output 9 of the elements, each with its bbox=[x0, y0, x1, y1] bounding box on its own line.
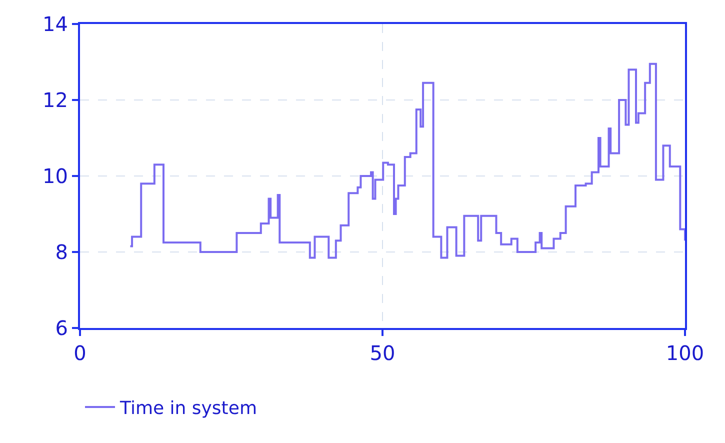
y-tick-label: 8 bbox=[55, 240, 68, 264]
x-tick-label: 0 bbox=[74, 341, 86, 365]
y-tick-label: 6 bbox=[55, 316, 68, 340]
x-tick-label: 100 bbox=[666, 341, 704, 365]
y-tick-label: 10 bbox=[42, 164, 68, 188]
legend-label: Time in system bbox=[119, 398, 257, 420]
y-tick-label: 12 bbox=[42, 88, 68, 112]
y-tick-label: 14 bbox=[42, 12, 68, 36]
x-tick-label: 50 bbox=[370, 341, 396, 365]
